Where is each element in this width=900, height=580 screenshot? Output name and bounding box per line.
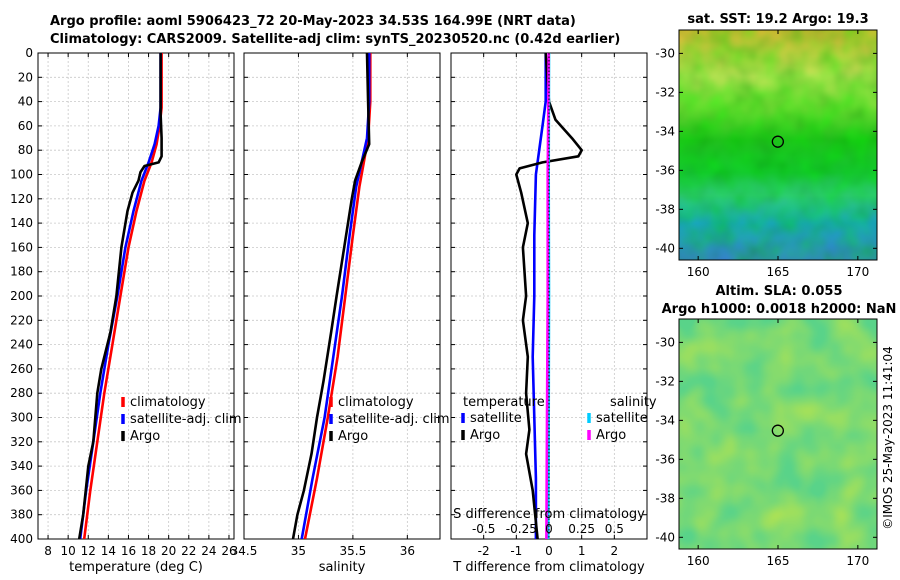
sla-map-subtitle: Argo h1000: 0.0018 h2000: NaN [662,302,897,317]
differences-series-temperature-satellite [531,53,548,539]
differences-xtick-label: 1 [578,544,586,558]
temperature-series-argo [77,53,163,539]
temperature-xtick-label: 18 [141,544,156,558]
depth-tick-label: 240 [10,338,33,352]
sst_map-ytick-label: -30 [655,46,675,60]
temperature-xtick-label: 12 [81,544,96,558]
depth-tick-label: 20 [18,70,33,84]
sla_map-ytick-label: -32 [655,374,675,388]
sla_map-xtick-label: 165 [767,554,790,568]
salinity-legend-label: climatology [338,395,414,410]
depth-tick-label: 340 [10,459,33,473]
differences-s-legend-label: Argo [596,428,626,443]
depth-tick-label: 280 [10,386,33,400]
sst_map-ytick-label: -38 [655,202,675,216]
differences-legend-title-temperature: temperature [463,395,545,410]
salinity-xtick-label: 35 [291,544,306,558]
depth-tick-label: 220 [10,313,33,327]
salinity-xtick-label: 36 [400,544,415,558]
sst_map-xtick-label: 170 [846,265,869,279]
sla_map-ytick-label: -30 [655,335,675,349]
temperature-xtick-label: 10 [61,544,76,558]
depth-tick-label: 80 [18,143,33,157]
imos-credit: ©IMOS 25-May-2023 11:41:04 [881,346,895,530]
depth-tick-label: 400 [10,532,33,546]
differences-xtick-label: 2 [611,544,619,558]
salinity-xtick-label: 35.5 [340,544,367,558]
sla_map-ytick-label: -38 [655,491,675,505]
sla_map-xtick-label: 160 [687,554,710,568]
depth-tick-label: 200 [10,289,33,303]
sst_map-profile-location-marker [771,135,784,148]
figure-title-line2: Climatology: CARS2009. Satellite-adj cli… [50,32,621,47]
sst_map-xtick-label: 160 [687,265,710,279]
differences-series-temperature-argo [514,53,584,539]
temperature-xtick-label: 14 [101,544,116,558]
sst_map-ytick-label: -34 [655,124,675,138]
salinity-difference-tick-label: 0.5 [605,522,624,536]
sla_map-ytick-label: -36 [655,452,675,466]
sla-heatmap-texture [679,319,877,549]
sst_map-ytick-label: -36 [655,163,675,177]
salinity-xtick-label: 34.5 [231,544,258,558]
differences-xtick-label: -2 [478,544,490,558]
depth-tick-label: 100 [10,168,33,182]
temperature-xtick-label: 26 [221,544,236,558]
temperature-legend-label: satellite-adj. clim [130,412,242,427]
sst_map-ytick-label: -40 [655,241,675,255]
temperature-xtick-label: 8 [44,544,52,558]
salinity-difference-tick-label: 0 [545,522,553,536]
temperature-legend-label: climatology [130,395,206,410]
sla-map-title: Altim. SLA: 0.055 [716,284,843,299]
differences-legend-title-salinity: salinity [610,395,657,410]
salinity-xlabel: salinity [319,560,366,575]
sla_map-xtick-label: 170 [846,554,869,568]
sla_map-ytick-label: -34 [655,413,675,427]
sst_map-xtick-label: 165 [767,265,790,279]
depth-tick-label: 360 [10,483,33,497]
sla_map-profile-location-marker [771,424,784,437]
depth-tick-label: 160 [10,240,33,254]
depth-tick-label: 320 [10,435,33,449]
differences-t-legend-label: Argo [470,428,500,443]
differences-xtick-label: -1 [510,544,522,558]
differences-top-label: S difference from climatology [453,507,645,522]
temperature-xtick-label: 20 [161,544,176,558]
differences-t-legend-label: satellite [470,411,522,426]
sst-heatmap-texture [679,30,877,260]
temperature-xtick-label: 22 [181,544,196,558]
depth-tick-label: 180 [10,265,33,279]
depth-tick-label: 260 [10,362,33,376]
depth-tick-label: 120 [10,192,33,206]
sst-map-title: sat. SST: 19.2 Argo: 19.3 [687,12,868,27]
salinity-difference-tick-label: 0.25 [568,522,595,536]
salinity-difference-tick-label: -0.5 [472,522,495,536]
temperature-xtick-label: 16 [121,544,136,558]
sla_map-ytick-label: -40 [655,530,675,544]
figure-title-line1: Argo profile: aoml 5906423_72 20-May-202… [50,14,576,29]
salinity-legend-label: satellite-adj. clim [338,412,450,427]
salinity-series-argo [291,53,371,539]
depth-tick-label: 40 [18,95,33,109]
differences-s-legend-label: satellite [596,411,648,426]
depth-tick-label: 60 [18,119,33,133]
depth-tick-label: 0 [25,46,33,60]
temperature-xlabel: temperature (deg C) [69,560,203,575]
temperature-legend-label: Argo [130,429,160,444]
salinity-difference-tick-label: -0.25 [506,522,537,536]
differences-series-salinity-argo [545,53,550,539]
depth-tick-label: 140 [10,216,33,230]
sst_map-ytick-label: -32 [655,85,675,99]
temperature-xtick-label: 24 [201,544,216,558]
depth-tick-label: 300 [10,411,33,425]
differences-xtick-label: 0 [545,544,553,558]
differences-xlabel: T difference from climatology [452,560,645,575]
depth-tick-label: 380 [10,508,33,522]
salinity-legend-label: Argo [338,429,368,444]
